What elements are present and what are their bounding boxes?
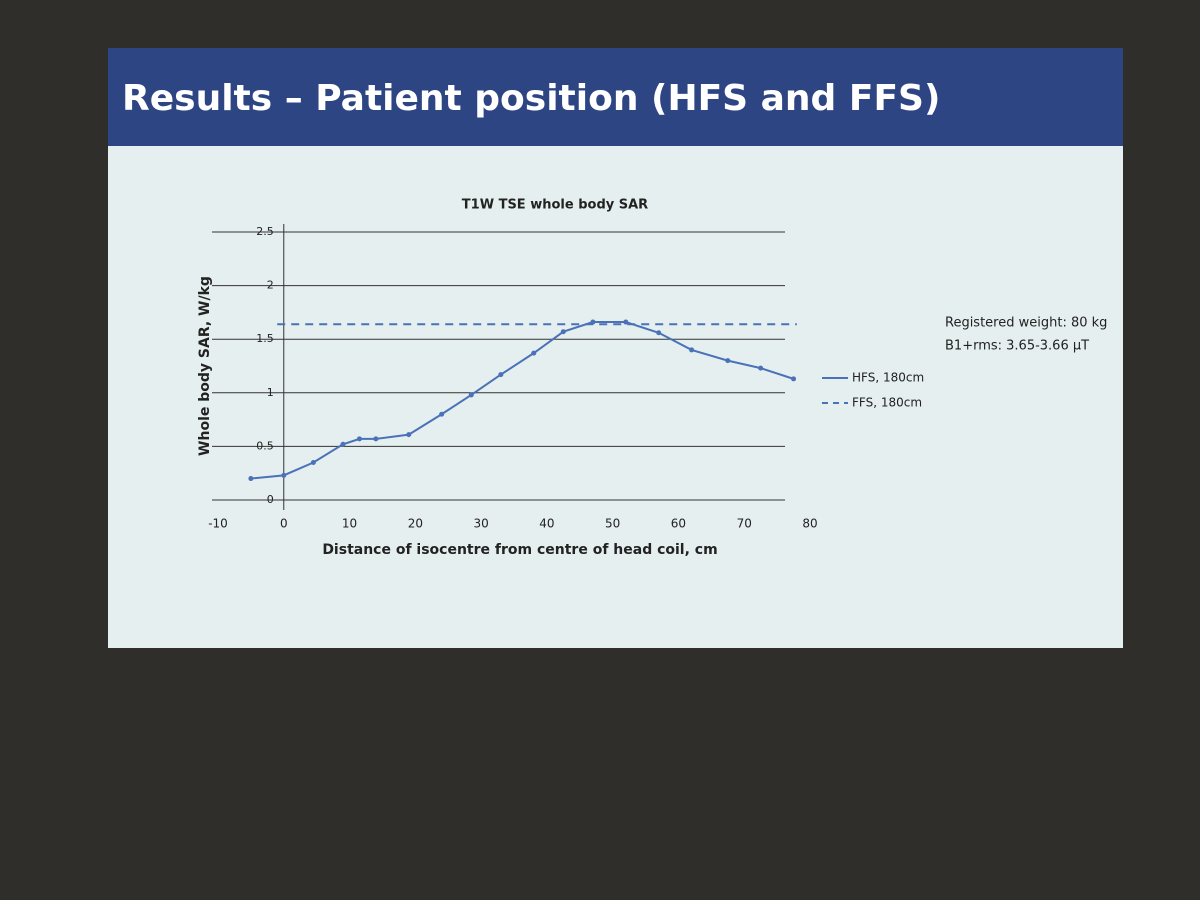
data-point [560, 329, 566, 335]
legend-label: HFS, 180cm [852, 371, 924, 385]
data-point [406, 432, 412, 438]
data-point [439, 411, 445, 417]
y-axis-label: Whole body SAR, W/kg [197, 276, 213, 456]
data-point [725, 358, 731, 364]
data-point [310, 459, 316, 465]
slide-header [108, 48, 1123, 146]
data-point [373, 436, 379, 442]
y-tick-label: 0 [267, 493, 274, 506]
data-point [531, 350, 537, 356]
x-tick-label: 50 [605, 517, 620, 531]
data-point [281, 472, 287, 478]
data-point [623, 319, 629, 325]
x-tick-label: 40 [539, 517, 554, 531]
x-tick-label: 10 [342, 517, 357, 531]
data-point [689, 347, 695, 353]
annotation: Registered weight: 80 kg [945, 316, 1107, 331]
data-point [791, 376, 797, 382]
x-tick-label: 70 [737, 517, 752, 531]
data-point [248, 476, 254, 482]
chart-title: T1W TSE whole body SAR [462, 198, 648, 213]
slide [108, 48, 1123, 648]
data-point [356, 436, 362, 442]
x-tick-label: 60 [671, 517, 686, 531]
x-tick-label: 30 [473, 517, 488, 531]
y-tick-label: 2 [267, 279, 274, 292]
data-point [656, 330, 662, 336]
x-tick-label: 0 [280, 517, 288, 531]
data-point [498, 372, 504, 378]
x-tick-label: 80 [802, 517, 817, 531]
data-point [758, 365, 764, 371]
y-tick-label: 2.5 [256, 225, 274, 238]
legend-label: FFS, 180cm [852, 396, 922, 410]
x-tick-label: -10 [208, 517, 228, 531]
data-point [468, 392, 474, 398]
data-point [340, 441, 346, 447]
x-axis-label: Distance of isocentre from centre of hea… [322, 542, 717, 558]
y-tick-label: 1 [267, 386, 274, 399]
y-tick-label: 0.5 [256, 439, 274, 452]
x-tick-label: 20 [408, 517, 423, 531]
annotation: B1+rms: 3.65-3.66 µT [945, 339, 1089, 354]
slide-title: Results – Patient position (HFS and FFS) [122, 78, 940, 119]
y-tick-label: 1.5 [256, 332, 274, 345]
